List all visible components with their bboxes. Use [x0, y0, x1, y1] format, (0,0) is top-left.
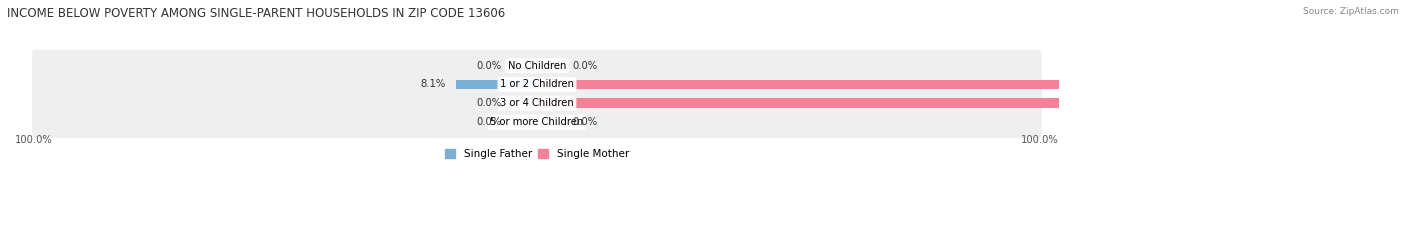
- Text: 0.0%: 0.0%: [477, 98, 502, 108]
- Text: 0.0%: 0.0%: [572, 117, 598, 127]
- Text: 5 or more Children: 5 or more Children: [491, 117, 583, 127]
- Bar: [537, 117, 562, 127]
- Text: 0.0%: 0.0%: [477, 61, 502, 71]
- Legend: Single Father, Single Mother: Single Father, Single Mother: [440, 145, 633, 164]
- Bar: [537, 99, 1389, 108]
- Text: 100.0%: 100.0%: [15, 135, 53, 145]
- Text: No Children: No Children: [508, 61, 567, 71]
- Text: 3 or 4 Children: 3 or 4 Children: [501, 98, 574, 108]
- Text: 0.0%: 0.0%: [477, 117, 502, 127]
- Text: INCOME BELOW POVERTY AMONG SINGLE-PARENT HOUSEHOLDS IN ZIP CODE 13606: INCOME BELOW POVERTY AMONG SINGLE-PARENT…: [7, 7, 505, 20]
- FancyBboxPatch shape: [32, 50, 1042, 82]
- Text: 0.0%: 0.0%: [572, 61, 598, 71]
- Text: 84.9%: 84.9%: [1346, 98, 1376, 108]
- Bar: [512, 61, 537, 71]
- FancyBboxPatch shape: [32, 87, 1042, 119]
- Bar: [456, 80, 537, 89]
- FancyBboxPatch shape: [32, 106, 1042, 138]
- Bar: [512, 117, 537, 127]
- Bar: [537, 80, 1180, 89]
- Text: 64.1%: 64.1%: [1136, 79, 1168, 89]
- Text: 100.0%: 100.0%: [1021, 135, 1059, 145]
- Text: 8.1%: 8.1%: [420, 79, 446, 89]
- Text: Source: ZipAtlas.com: Source: ZipAtlas.com: [1303, 7, 1399, 16]
- Bar: [537, 61, 562, 71]
- FancyBboxPatch shape: [32, 69, 1042, 100]
- Bar: [512, 99, 537, 108]
- Text: 1 or 2 Children: 1 or 2 Children: [501, 79, 574, 89]
